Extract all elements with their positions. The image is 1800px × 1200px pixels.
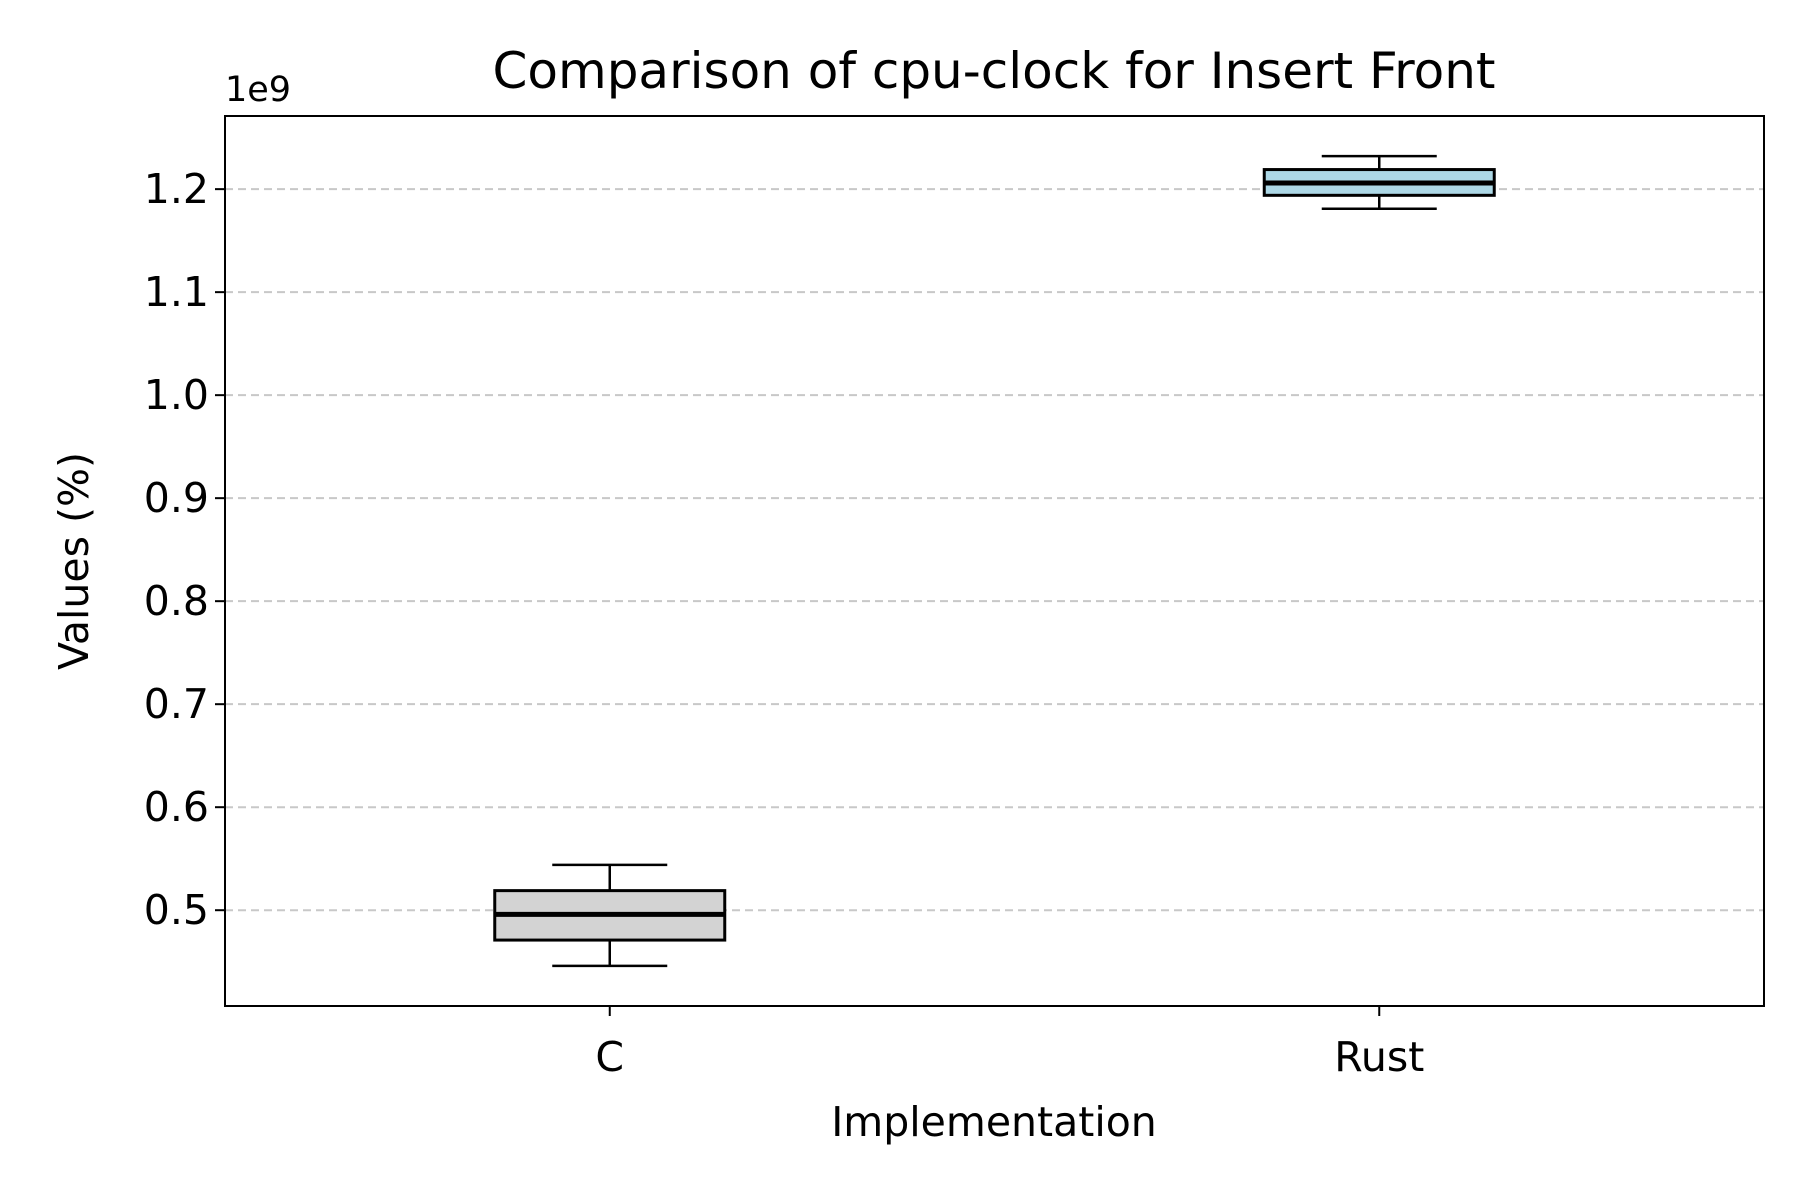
chart-title: Comparison of cpu-clock for Insert Front (492, 42, 1495, 100)
boxes-layer (493, 154, 1496, 968)
y-tick-label: 1.0 (144, 371, 209, 419)
y-tick-label: 0.7 (144, 680, 209, 728)
y-tick-label: 0.5 (144, 886, 209, 934)
plot-frame (224, 115, 1765, 1007)
y-tick-label: 0.6 (144, 783, 209, 831)
y-tick-label: 1.2 (144, 165, 209, 213)
y-axis-ticks: 0.5 0.6 0.7 0.8 0.9 1.0 1.1 1.2 (144, 165, 225, 934)
y-tick-label: 0.9 (144, 474, 209, 522)
x-axis-ticks: C Rust (595, 1006, 1424, 1081)
y-offset-label: 1e9 (225, 70, 291, 110)
x-tick-label: C (595, 1033, 624, 1081)
y-tick-label: 1.1 (144, 268, 209, 316)
y-axis-label: Values (%) (50, 452, 98, 670)
grid-lines (225, 188, 1764, 912)
x-tick-label: Rust (1334, 1033, 1424, 1081)
y-tick-label: 0.8 (144, 577, 209, 625)
box-rust (1262, 154, 1496, 210)
box-c (493, 863, 727, 968)
x-axis-label: Implementation (831, 1098, 1157, 1146)
